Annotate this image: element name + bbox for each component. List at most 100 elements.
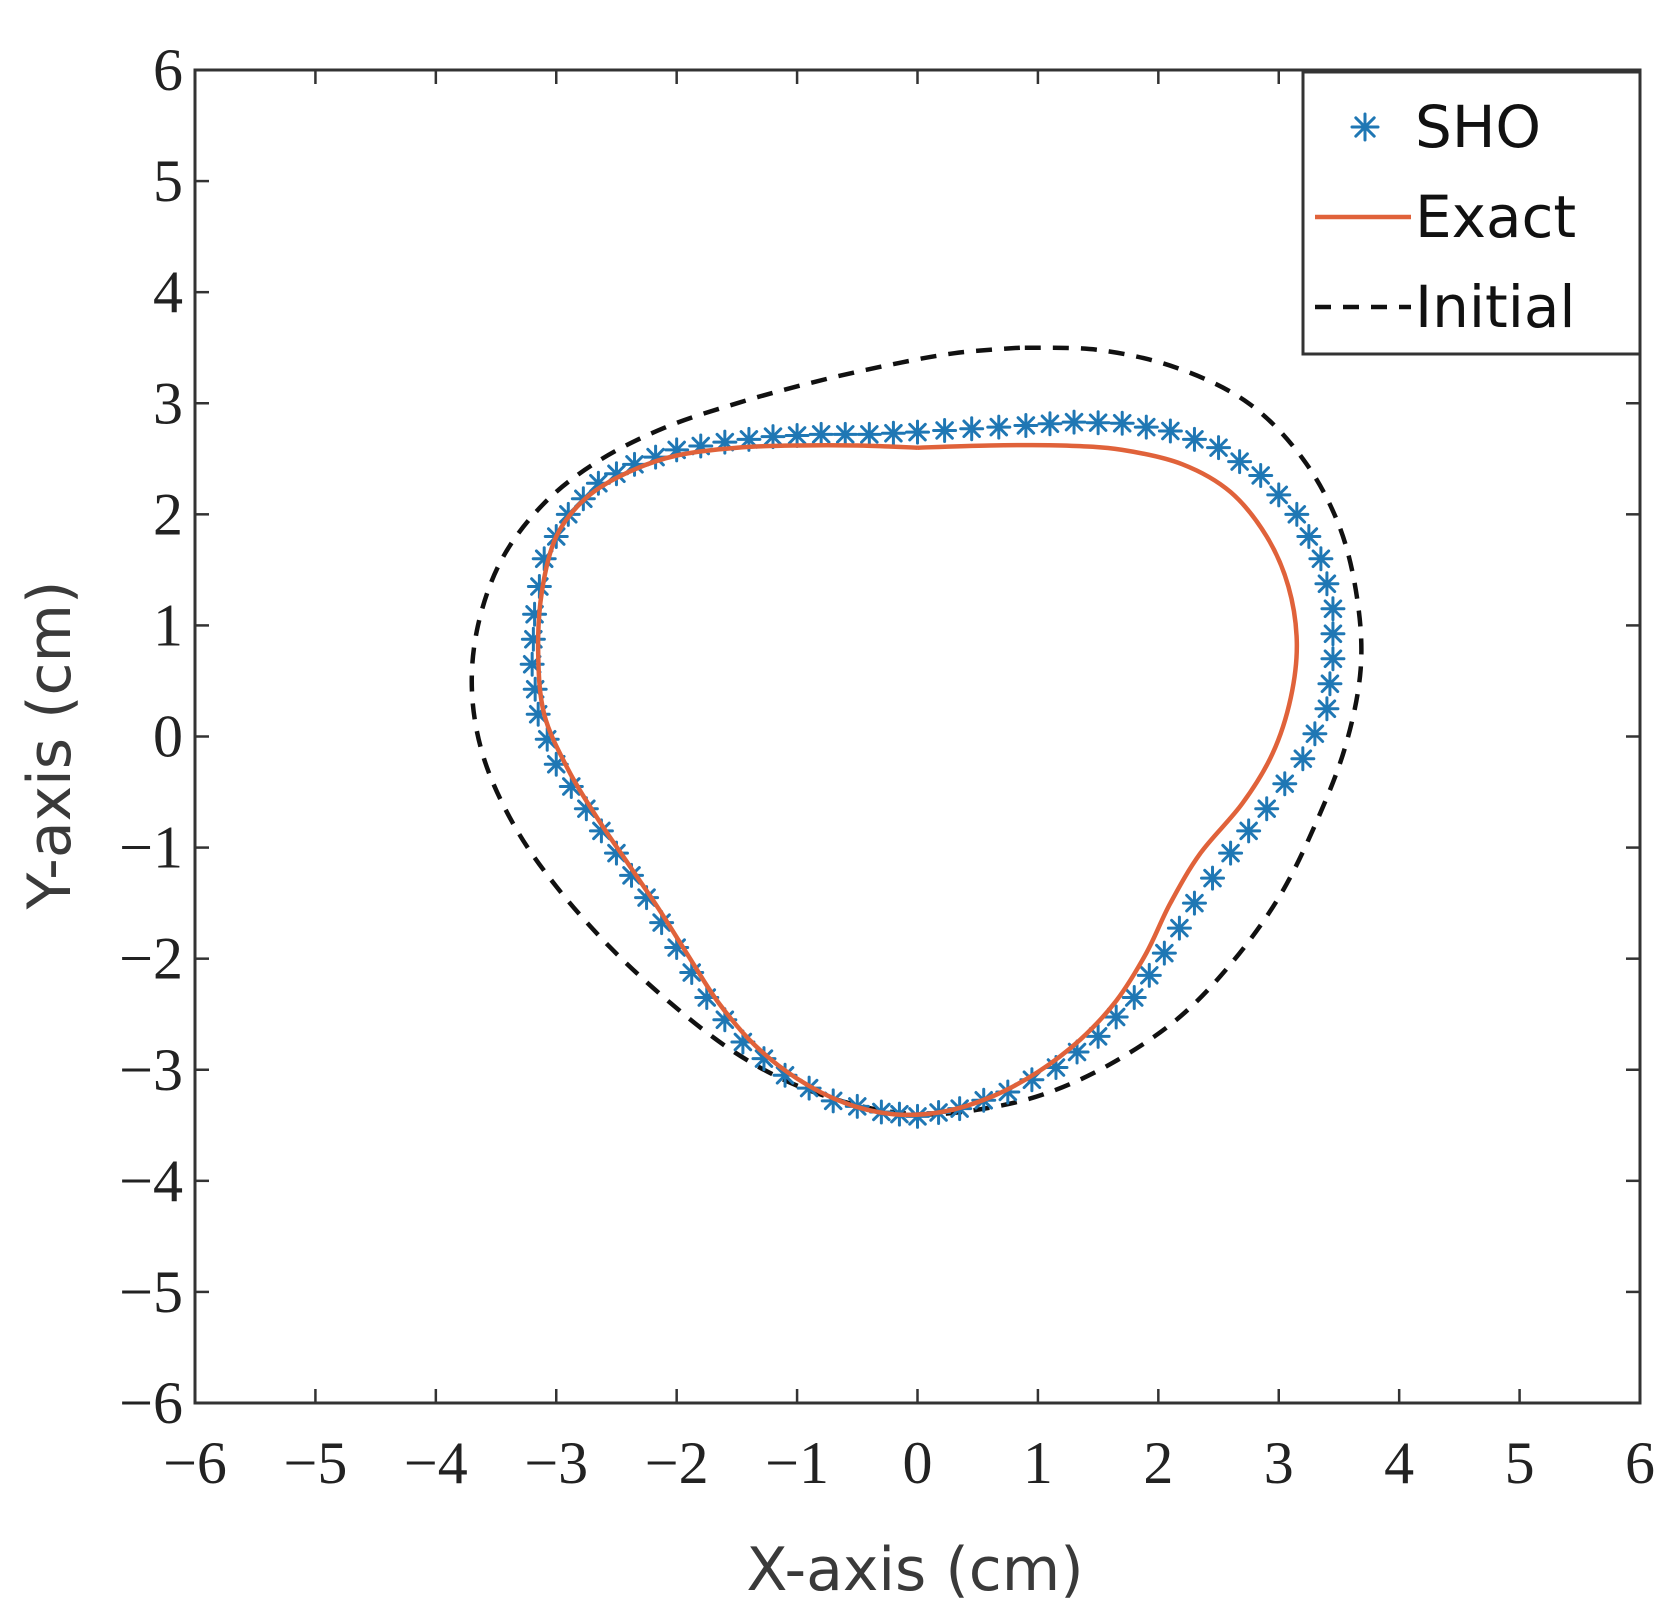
sho-marker-stroke xyxy=(589,473,608,493)
sho-marker xyxy=(905,419,930,445)
sho-marker-stroke xyxy=(1064,412,1084,432)
sho-marker xyxy=(1061,409,1087,435)
y-tick-label: 5 xyxy=(153,148,183,214)
sho-marker xyxy=(1133,414,1159,440)
x-tick-label: 4 xyxy=(1384,1430,1414,1496)
sho-marker-stroke xyxy=(1293,749,1313,768)
sho-marker xyxy=(986,414,1012,440)
x-tick-label: 2 xyxy=(1143,1430,1173,1496)
sho-marker-stroke xyxy=(908,422,927,442)
x-tick-label: −5 xyxy=(283,1430,347,1496)
y-axis-title: Y-axis (cm) xyxy=(15,581,85,911)
y-tick-label: −4 xyxy=(119,1148,183,1214)
x-tick-label: −3 xyxy=(524,1430,588,1496)
axes-layer: −6 −5 −4 −3 −2 −1 0 1 2 3 4 5 6 −6 −5 −4 −3 −2 −1 0 1 2 3 4 5 6 xyxy=(119,37,1655,1496)
sho-marker xyxy=(959,416,985,442)
sho-marker xyxy=(784,422,810,448)
sho-marker-stroke xyxy=(1155,943,1174,963)
sho-marker-stroke xyxy=(1317,699,1337,719)
x-tick-label: 5 xyxy=(1505,1430,1535,1496)
sho-marker xyxy=(1181,426,1207,452)
sho-marker xyxy=(1166,915,1192,941)
sho-marker xyxy=(1013,412,1039,438)
sho-marker-stroke xyxy=(1311,549,1331,569)
sho-marker-stroke xyxy=(989,417,1009,437)
legend: SHO Exact Initial xyxy=(1301,70,1642,356)
sho-marker-stroke xyxy=(1170,918,1189,938)
x-tick-label: 6 xyxy=(1625,1430,1655,1496)
sho-marker-stroke xyxy=(607,843,626,863)
sho-marker xyxy=(1308,546,1334,572)
sho-marker-stroke xyxy=(835,425,855,444)
x-tick-label: 1 xyxy=(1023,1430,1053,1496)
sho-marker-stroke xyxy=(1269,485,1289,505)
sho-marker-stroke xyxy=(1317,574,1337,594)
legend-label-exact: Exact xyxy=(1415,183,1576,251)
y-tick-label: 3 xyxy=(153,370,183,436)
sho-marker xyxy=(1254,796,1280,822)
y-tick-label: 1 xyxy=(153,592,183,658)
sho-marker-stroke xyxy=(1106,1007,1126,1027)
y-tick-label: −5 xyxy=(119,1259,183,1325)
sho-marker-stroke xyxy=(935,421,954,440)
sho-marker-stroke xyxy=(622,866,641,885)
y-tick-label: −6 xyxy=(119,1370,183,1436)
sho-marker xyxy=(1248,462,1274,488)
legend-sho-marker xyxy=(1350,112,1380,142)
sho-marker-stroke xyxy=(884,423,903,443)
sho-marker-stroke xyxy=(1046,1058,1066,1077)
sho-marker xyxy=(1103,1004,1129,1030)
sho-marker-stroke xyxy=(1287,505,1307,524)
sho-marker xyxy=(760,424,786,450)
sho-marker-stroke xyxy=(775,1066,795,1085)
sho-marker-stroke xyxy=(1124,988,1144,1007)
sho-marker-stroke xyxy=(1275,774,1295,793)
sho-marker-stroke xyxy=(1323,649,1343,669)
sho-marker xyxy=(1236,818,1262,844)
sho-marker xyxy=(1218,840,1244,866)
sho-marker-stroke xyxy=(1221,843,1240,863)
sho-marker-stroke xyxy=(739,430,759,449)
y-tick-label: −2 xyxy=(119,926,183,992)
sho-marker-stroke xyxy=(1320,674,1340,694)
sho-marker-stroke xyxy=(860,425,879,444)
sho-marker-stroke xyxy=(1239,821,1258,841)
sho-marker xyxy=(520,626,546,652)
x-tick-label: −2 xyxy=(645,1430,709,1496)
legend-label-sho: SHO xyxy=(1415,93,1541,161)
sho-marker-stroke xyxy=(1016,416,1036,435)
sho-marker xyxy=(932,417,958,443)
sho-marker xyxy=(1136,962,1162,988)
sho-marker xyxy=(1151,940,1177,966)
sho-marker xyxy=(832,421,858,447)
x-tick-label: −1 xyxy=(765,1430,829,1496)
sho-marker xyxy=(603,840,629,866)
sho-marker xyxy=(880,420,906,446)
sho-marker xyxy=(1037,411,1063,437)
legend-box xyxy=(1301,70,1642,356)
sho-marker xyxy=(1109,410,1135,436)
sho-marker-stroke xyxy=(962,419,981,439)
sho-marker xyxy=(1320,621,1346,647)
sho-marker xyxy=(1314,571,1340,597)
sho-marker-stroke xyxy=(1137,417,1156,437)
sho-marker-stroke xyxy=(1299,527,1319,546)
sho-marker xyxy=(1227,449,1253,475)
sho-marker xyxy=(1284,501,1310,527)
sho-marker-stroke xyxy=(637,888,656,907)
sho-marker-stroke xyxy=(1067,1042,1087,1062)
legend-symbol-sho xyxy=(1350,112,1380,142)
sho-marker xyxy=(619,862,645,888)
sho-marker-stroke xyxy=(592,821,611,841)
legend-label-initial: Initial xyxy=(1415,273,1576,341)
sho-marker-stroke xyxy=(1112,413,1132,433)
x-axis-title: X-axis (cm) xyxy=(746,1535,1083,1605)
sho-marker-stroke xyxy=(1305,724,1325,744)
sho-marker-stroke xyxy=(1140,966,1159,985)
y-tick-label: 0 xyxy=(153,704,183,770)
sho-marker xyxy=(1085,410,1111,436)
sho-marker xyxy=(1320,646,1346,672)
legend-sho-marker-stroke xyxy=(1354,116,1376,138)
